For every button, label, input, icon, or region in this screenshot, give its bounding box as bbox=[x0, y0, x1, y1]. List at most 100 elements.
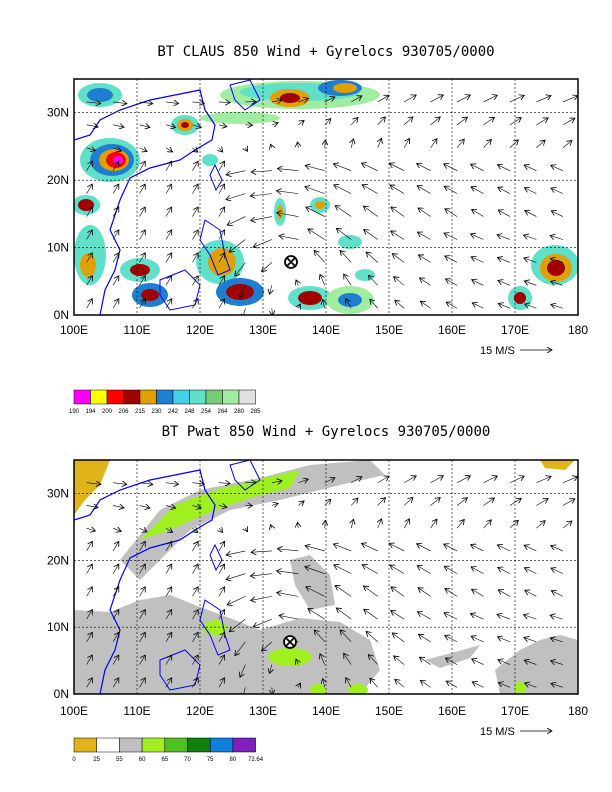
wind-arrow bbox=[320, 654, 326, 665]
wind-arrow bbox=[219, 528, 223, 532]
wind-arrow bbox=[351, 519, 353, 529]
wind-arrow bbox=[483, 139, 492, 148]
colorbar-label: 254 bbox=[201, 409, 212, 415]
wind-arrow bbox=[498, 590, 511, 597]
colorbar-swatch bbox=[232, 737, 256, 753]
wind-arrow bbox=[139, 148, 148, 152]
wind-arrow bbox=[344, 653, 352, 665]
wind-arrow bbox=[305, 165, 325, 171]
dry-area-northeast bbox=[540, 460, 575, 470]
wind-arrow bbox=[470, 234, 484, 240]
wind-arrow bbox=[336, 228, 352, 240]
wind-arrow bbox=[262, 262, 273, 271]
wind-arrow bbox=[165, 632, 172, 643]
wind-arrow bbox=[395, 679, 405, 688]
wind-arrow bbox=[139, 678, 146, 688]
wind-arrow bbox=[333, 544, 352, 552]
wind-arrow bbox=[370, 299, 378, 309]
wind-arrow bbox=[361, 543, 378, 552]
wind-arrow bbox=[279, 615, 299, 620]
wind-arrow bbox=[112, 125, 124, 127]
moist-area-central bbox=[290, 555, 335, 610]
wind-arrow bbox=[218, 102, 230, 103]
wind-arrow bbox=[524, 258, 537, 263]
wind-arrow bbox=[86, 678, 93, 688]
y-tick-label: 10N bbox=[47, 241, 69, 255]
wind-arrow bbox=[498, 660, 511, 665]
panel-title: BT CLAUS 850 Wind + Gyrelocs 930705/0000 bbox=[157, 44, 494, 60]
wind-arrow bbox=[472, 209, 484, 217]
wind-arrow bbox=[192, 276, 198, 286]
wind-arrow bbox=[472, 589, 484, 597]
wind-arrow bbox=[245, 528, 247, 532]
wind-arrow bbox=[334, 565, 352, 574]
wind-arrow bbox=[335, 206, 352, 217]
wind-arrow bbox=[298, 304, 300, 308]
y-tick-label: 20N bbox=[47, 553, 69, 567]
y-tick-label: 20N bbox=[47, 173, 69, 187]
wind-arrow bbox=[403, 497, 413, 506]
wind-arrow bbox=[524, 545, 537, 552]
wind-arrow bbox=[86, 276, 93, 286]
wind-arrow bbox=[298, 120, 304, 125]
wind-arrow bbox=[112, 678, 119, 688]
wind-arrow bbox=[456, 519, 464, 529]
wind-arrow bbox=[524, 568, 537, 574]
wind-arrow bbox=[497, 614, 511, 620]
wind-arrow bbox=[192, 505, 201, 507]
wind-arrow bbox=[335, 585, 352, 597]
wind-arrow bbox=[509, 476, 524, 484]
wind-arrow bbox=[165, 655, 172, 665]
wind-arrow bbox=[551, 683, 563, 687]
wind-arrow bbox=[219, 148, 223, 152]
wind-arrow bbox=[483, 95, 498, 103]
wind-arrow bbox=[277, 213, 299, 217]
colorbar-label: 280 bbox=[234, 409, 245, 415]
colorbar-label: 75 bbox=[207, 757, 214, 763]
wind-arrow bbox=[192, 541, 198, 552]
wind-arrow bbox=[165, 161, 172, 171]
wind-arrow bbox=[139, 541, 146, 552]
wind-arrow bbox=[112, 587, 119, 597]
colorbar-swatch bbox=[222, 389, 240, 405]
wind-arrow bbox=[251, 171, 272, 172]
wind-arrow bbox=[536, 521, 545, 529]
x-tick-label: 150E bbox=[375, 323, 403, 337]
wind-arrow bbox=[192, 655, 198, 665]
wind-arrow bbox=[298, 683, 300, 687]
wind-arrow bbox=[351, 477, 362, 483]
wind-arrow bbox=[445, 279, 458, 286]
wind-arrow bbox=[86, 587, 93, 597]
wind-arrow bbox=[253, 239, 272, 247]
wind-arrow bbox=[250, 194, 272, 196]
wind-arrow bbox=[551, 591, 564, 597]
wind-arrow bbox=[297, 522, 298, 529]
wind-arrow bbox=[430, 476, 444, 483]
wind-arrow bbox=[336, 608, 352, 620]
wind-arrow bbox=[525, 210, 537, 217]
wind-arrow bbox=[551, 661, 563, 665]
wind-arrow bbox=[562, 96, 578, 103]
wind-arrow bbox=[551, 211, 564, 217]
wind-arrow bbox=[418, 588, 431, 597]
wind-arrow bbox=[562, 499, 575, 506]
wind-arrow bbox=[240, 664, 246, 678]
wind-arrow bbox=[243, 687, 246, 694]
colorbar-swatch bbox=[119, 737, 143, 753]
wind-arrow bbox=[276, 191, 299, 194]
wind-arrow bbox=[551, 568, 564, 574]
map-frame bbox=[73, 459, 579, 695]
wind-arrow bbox=[346, 678, 352, 688]
wind-arrow bbox=[192, 253, 198, 263]
wind-arrow bbox=[218, 161, 225, 171]
wind-arrow bbox=[226, 170, 246, 175]
wind-arrow bbox=[472, 280, 484, 286]
colorbar-label: 215 bbox=[135, 409, 146, 415]
wind-arrow bbox=[86, 148, 96, 151]
wind-arrow bbox=[226, 193, 246, 200]
y-tick-label: 0N bbox=[54, 687, 69, 701]
x-tick-labels: 100E 110E 120E 130E 140E 150E 160E 170E 180 bbox=[60, 704, 588, 718]
wind-arrow bbox=[165, 207, 172, 217]
wind-arrow bbox=[445, 209, 458, 217]
wind-arrow bbox=[297, 142, 298, 148]
